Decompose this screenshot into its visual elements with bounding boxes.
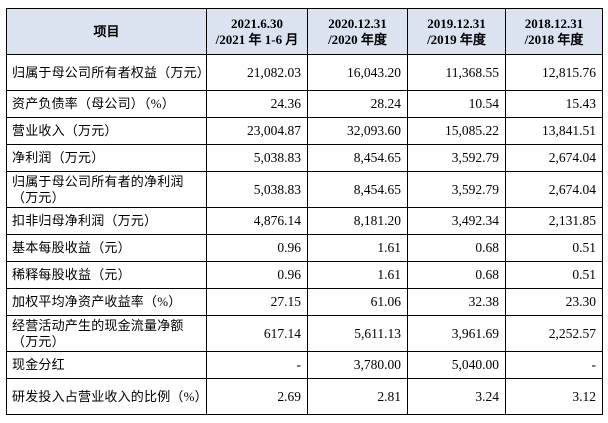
header-date: 2018.12.31 — [524, 15, 584, 31]
cell-value: 5,038.83 — [206, 171, 308, 208]
cell-value: 23.30 — [505, 288, 603, 316]
cell-value: 32.38 — [407, 288, 506, 316]
header-period-2020: 2020.12.31 /2020 年度 — [307, 8, 408, 55]
row-label: 研发投入占营业收入的比例（%） — [6, 378, 207, 415]
row-label: 净利润（万元） — [6, 144, 207, 172]
cell-value: 3,592.79 — [407, 144, 506, 172]
table-row: 稀释每股收益（元） 0.96 1.61 0.68 0.51 — [6, 261, 603, 289]
cell-value: 2,674.04 — [505, 171, 603, 208]
cell-value: 23,004.87 — [206, 117, 308, 145]
table-row: 扣非归母净利润（万元） 4,876.14 8,181.20 3,492.34 2… — [6, 207, 603, 235]
cell-value: 0.51 — [505, 261, 603, 289]
cell-value: 32,093.60 — [307, 117, 408, 145]
table-row: 加权平均净资产收益率（%） 27.15 61.06 32.38 23.30 — [6, 288, 603, 316]
financial-summary-table: 项目 2021.6.30 /2021 年 1-6 月 2020.12.31 /2… — [6, 8, 603, 415]
cell-value: 5,611.13 — [307, 315, 408, 352]
cell-value: 27.15 — [206, 288, 308, 316]
cell-value: 15,085.22 — [407, 117, 506, 145]
header-period: /2021 年 1-6 月 — [215, 31, 299, 47]
header-period: /2020 年度 — [328, 31, 387, 47]
header-period: /2018 年度 — [524, 31, 584, 47]
row-label: 营业收入（万元） — [6, 117, 207, 145]
cell-value: 2.69 — [206, 378, 308, 415]
cell-value: - — [206, 351, 308, 379]
header-period-2018: 2018.12.31 /2018 年度 — [505, 8, 603, 55]
cell-value: 2,252.57 — [505, 315, 603, 352]
cell-value: 61.06 — [307, 288, 408, 316]
header-row: 项目 2021.6.30 /2021 年 1-6 月 2020.12.31 /2… — [6, 8, 603, 55]
cell-value: 0.96 — [206, 234, 308, 262]
header-date: 2020.12.31 — [328, 15, 387, 31]
cell-value: 0.68 — [407, 234, 506, 262]
cell-value: 13,841.51 — [505, 117, 603, 145]
row-label: 加权平均净资产收益率（%） — [6, 288, 207, 316]
header-item-label: 项目 — [93, 23, 120, 39]
row-label: 归属于母公司所有者权益（万元） — [6, 54, 207, 91]
table-row: 归属于母公司所有者权益（万元） 21,082.03 16,043.20 11,3… — [6, 54, 603, 91]
row-label: 基本每股收益（元） — [6, 234, 207, 262]
row-label: 现金分红 — [6, 351, 207, 379]
cell-value: 3,492.34 — [407, 207, 506, 235]
cell-value: 8,454.65 — [307, 171, 408, 208]
cell-value: 5,040.00 — [407, 351, 506, 379]
cell-value: 3.24 — [407, 378, 506, 415]
cell-value: 21,082.03 — [206, 54, 308, 91]
cell-value: 2,131.85 — [505, 207, 603, 235]
cell-value: 0.51 — [505, 234, 603, 262]
table-row: 资产负债率（母公司）（%） 24.36 28.24 10.54 15.43 — [6, 90, 603, 118]
cell-value: 15.43 — [505, 90, 603, 118]
cell-value: 1.61 — [307, 261, 408, 289]
cell-value: 0.96 — [206, 261, 308, 289]
financial-table-container: 项目 2021.6.30 /2021 年 1-6 月 2020.12.31 /2… — [6, 8, 603, 415]
cell-value: 11,368.55 — [407, 54, 506, 91]
cell-value: 2,674.04 — [505, 144, 603, 172]
table-row: 营业收入（万元） 23,004.87 32,093.60 15,085.22 1… — [6, 117, 603, 145]
cell-value: 10.54 — [407, 90, 506, 118]
header-date: 2021.6.30 — [231, 15, 283, 31]
cell-value: 5,038.83 — [206, 144, 308, 172]
cell-value: 4,876.14 — [206, 207, 308, 235]
cell-value: 617.14 — [206, 315, 308, 352]
row-label: 扣非归母净利润（万元） — [6, 207, 207, 235]
header-date: 2019.12.31 — [427, 15, 486, 31]
cell-value: 3,592.79 — [407, 171, 506, 208]
row-label: 稀释每股收益（元） — [6, 261, 207, 289]
cell-value: 1.61 — [307, 234, 408, 262]
row-label: 归属于母公司所有者的净利润（万元） — [6, 171, 207, 208]
cell-value: 8,454.65 — [307, 144, 408, 172]
cell-value: 0.68 — [407, 261, 506, 289]
cell-value: 3,961.69 — [407, 315, 506, 352]
row-label: 经营活动产生的现金流量净额（万元） — [6, 315, 207, 352]
cell-value: 2.81 — [307, 378, 408, 415]
table-row: 研发投入占营业收入的比例（%） 2.69 2.81 3.24 3.12 — [6, 378, 603, 415]
cell-value: - — [505, 351, 603, 379]
cell-value: 16,043.20 — [307, 54, 408, 91]
header-period-2021h1: 2021.6.30 /2021 年 1-6 月 — [206, 8, 308, 55]
cell-value: 8,181.20 — [307, 207, 408, 235]
row-label: 资产负债率（母公司）（%） — [6, 90, 207, 118]
cell-value: 28.24 — [307, 90, 408, 118]
header-item: 项目 — [6, 8, 207, 55]
table-row: 归属于母公司所有者的净利润（万元） 5,038.83 8,454.65 3,59… — [6, 171, 603, 208]
cell-value: 3.12 — [505, 378, 603, 415]
table-row: 经营活动产生的现金流量净额（万元） 617.14 5,611.13 3,961.… — [6, 315, 603, 352]
table-row: 基本每股收益（元） 0.96 1.61 0.68 0.51 — [6, 234, 603, 262]
table-row: 现金分红 - 3,780.00 5,040.00 - — [6, 351, 603, 379]
table-row: 净利润（万元） 5,038.83 8,454.65 3,592.79 2,674… — [6, 144, 603, 172]
header-period-2019: 2019.12.31 /2019 年度 — [407, 8, 506, 55]
cell-value: 12,815.76 — [505, 54, 603, 91]
cell-value: 24.36 — [206, 90, 308, 118]
cell-value: 3,780.00 — [307, 351, 408, 379]
header-period: /2019 年度 — [427, 31, 486, 47]
